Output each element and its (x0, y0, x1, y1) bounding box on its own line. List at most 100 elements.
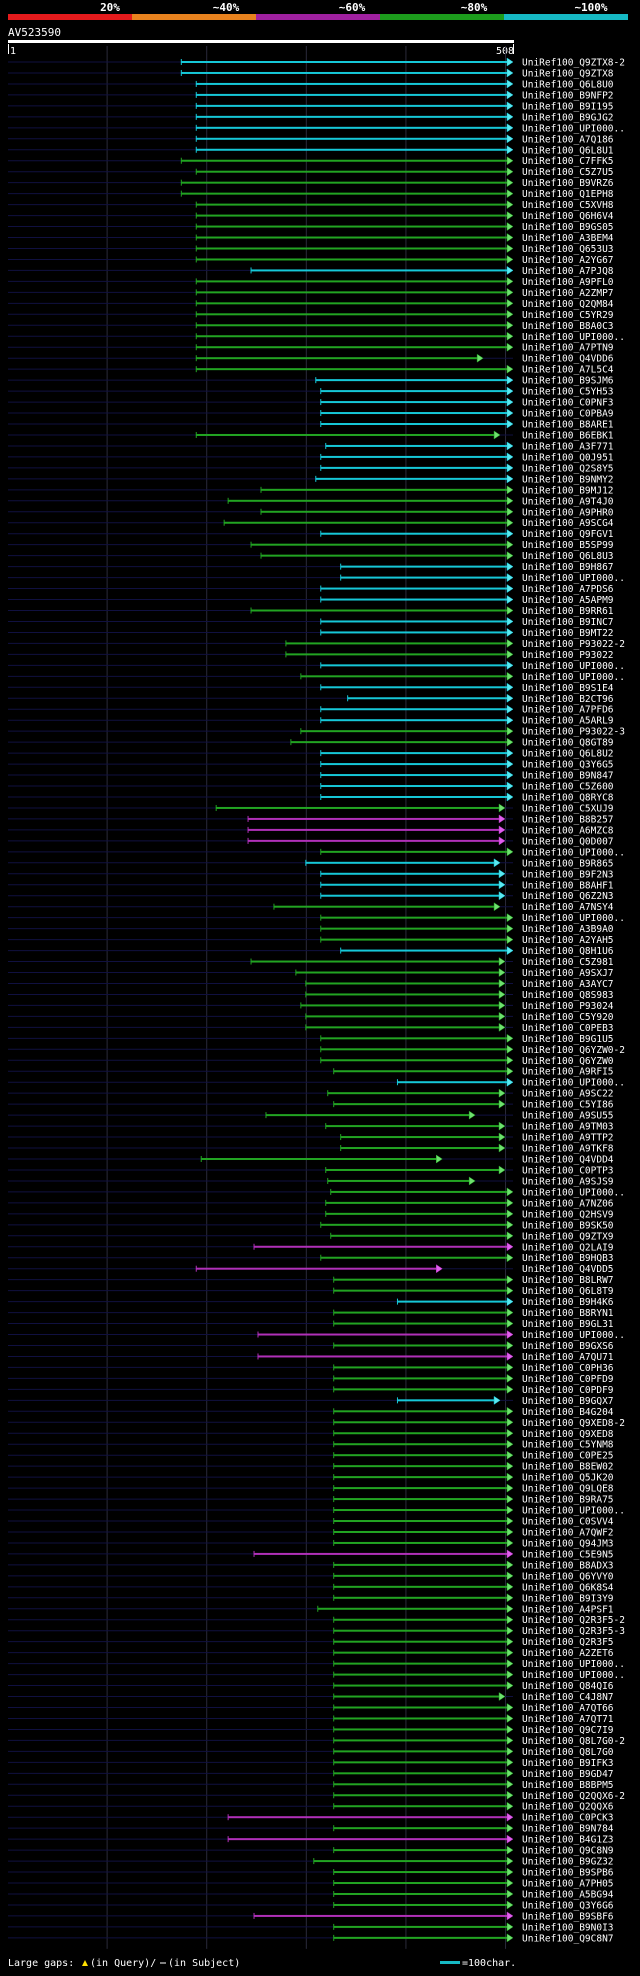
hit-bar[interactable] (325, 1212, 509, 1215)
hit-label[interactable]: UniRef100_Q653U3 (522, 244, 614, 255)
hit-row[interactable]: UniRef100_C0PFD9 (8, 1374, 614, 1385)
hit-row[interactable]: UniRef100_C5Z7U5 (8, 167, 614, 178)
hit-row[interactable]: UniRef100_A7PDS6 (8, 584, 614, 595)
hit-label[interactable]: UniRef100_A9SU55 (522, 1111, 614, 1122)
hit-row[interactable]: UniRef100_A9SC22 (8, 1089, 614, 1100)
hit-bar[interactable] (196, 225, 509, 228)
hit-row[interactable]: UniRef100_B8B257 (8, 814, 614, 825)
hit-row[interactable]: UniRef100_Q3Y6G6 (8, 1900, 614, 1911)
hit-label[interactable]: UniRef100_Q0D007 (522, 836, 614, 847)
hit-bar[interactable] (196, 115, 509, 118)
hit-bar[interactable] (333, 1783, 509, 1786)
hit-row[interactable]: UniRef100_Q6H6V4 (8, 211, 614, 222)
hit-bar[interactable] (300, 675, 509, 678)
hit-row[interactable]: UniRef100_C0PEB3 (8, 1023, 614, 1034)
hit-row[interactable]: UniRef100_A7QU71 (8, 1352, 614, 1363)
hit-bar[interactable] (273, 905, 497, 908)
hit-label[interactable]: UniRef100_A7PJQ8 (522, 266, 614, 277)
hit-bar[interactable] (320, 587, 509, 590)
hit-row[interactable]: UniRef100_B9RA75 (8, 1495, 614, 1506)
hit-bar[interactable] (325, 444, 509, 447)
hit-bar[interactable] (333, 1377, 509, 1380)
hit-label[interactable]: UniRef100_Q8S983 (522, 990, 614, 1001)
hit-bar[interactable] (320, 1037, 509, 1040)
hit-bar[interactable] (317, 1607, 509, 1610)
hit-row[interactable]: UniRef100_B9VRZ6 (8, 178, 614, 189)
hit-bar[interactable] (258, 1355, 509, 1358)
hit-row[interactable]: UniRef100_Q6Z2N3 (8, 891, 614, 902)
hit-bar[interactable] (196, 324, 509, 327)
hit-bar[interactable] (333, 1673, 509, 1676)
hit-bar[interactable] (320, 401, 509, 404)
hit-row[interactable]: UniRef100_Q4VDD5 (8, 1264, 614, 1275)
hit-label[interactable]: UniRef100_B9MJ12 (522, 485, 614, 496)
hit-bar[interactable] (300, 730, 509, 733)
hit-label[interactable]: UniRef100_B8LRW7 (522, 1275, 614, 1286)
hit-row[interactable]: UniRef100_Q9ZTX8 (8, 68, 614, 79)
hit-bar[interactable] (320, 785, 509, 788)
hit-label[interactable]: UniRef100_Q6L8U2 (522, 749, 614, 760)
hit-row[interactable]: UniRef100_B9GS05 (8, 222, 614, 233)
hit-label[interactable]: UniRef100_A3AYC7 (522, 979, 614, 990)
hit-row[interactable]: UniRef100_UPI000.. (8, 847, 625, 858)
hit-label[interactable]: UniRef100_B9HQB3 (522, 1253, 614, 1264)
hit-row[interactable]: UniRef100_B9IFK3 (8, 1758, 614, 1769)
hit-bar[interactable] (333, 1892, 509, 1895)
hit-row[interactable]: UniRef100_UPI000.. (8, 332, 625, 343)
hit-bar[interactable] (333, 1278, 509, 1281)
hit-label[interactable]: UniRef100_C0PDF9 (522, 1385, 614, 1396)
hit-row[interactable]: UniRef100_Q8RYC8 (8, 792, 614, 803)
hit-label[interactable]: UniRef100_Q2R3F5-3 (522, 1626, 625, 1637)
hit-bar[interactable] (196, 214, 509, 217)
hit-bar[interactable] (196, 335, 509, 338)
hit-bar[interactable] (333, 1936, 509, 1939)
hit-bar[interactable] (254, 1552, 509, 1555)
hit-label[interactable]: UniRef100_B9N784 (522, 1824, 614, 1835)
hit-bar[interactable] (320, 620, 509, 623)
hit-label[interactable]: UniRef100_B8B257 (522, 814, 614, 825)
hit-row[interactable]: UniRef100_B9N784 (8, 1824, 614, 1835)
hit-label[interactable]: UniRef100_B5SP99 (522, 540, 614, 551)
hit-row[interactable]: UniRef100_P93022-3 (8, 727, 625, 738)
hit-row[interactable]: UniRef100_A3F771 (8, 441, 614, 452)
hit-label[interactable]: UniRef100_C5YNM8 (522, 1440, 614, 1451)
hit-label[interactable]: UniRef100_A7PDS6 (522, 584, 614, 595)
hit-row[interactable]: UniRef100_A6MZC8 (8, 825, 614, 836)
hit-row[interactable]: UniRef100_B9H4K6 (8, 1297, 614, 1308)
hit-bar[interactable] (315, 379, 509, 382)
hit-label[interactable]: UniRef100_A7NZ06 (522, 1198, 614, 1209)
hit-label[interactable]: UniRef100_C5XVH8 (522, 200, 614, 211)
hit-row[interactable]: UniRef100_Q2QQX6 (8, 1802, 614, 1813)
hit-bar[interactable] (320, 532, 509, 535)
hit-bar[interactable] (248, 828, 502, 831)
hit-label[interactable]: UniRef100_Q6K8S4 (522, 1582, 614, 1593)
hit-bar[interactable] (315, 477, 509, 480)
hit-label[interactable]: UniRef100_Q4VDD4 (522, 1155, 614, 1166)
hit-row[interactable]: UniRef100_Q9XED8 (8, 1429, 614, 1440)
hit-row[interactable]: UniRef100_Q6L8U0 (8, 79, 614, 90)
hit-row[interactable]: UniRef100_A7Q186 (8, 134, 614, 145)
hit-label[interactable]: UniRef100_Q8H1U6 (522, 946, 614, 957)
hit-bar[interactable] (340, 576, 509, 579)
hit-bar[interactable] (333, 1476, 509, 1479)
hit-label[interactable]: UniRef100_A9TKF8 (522, 1144, 614, 1155)
hit-label[interactable]: UniRef100_Q9ZTX9 (522, 1231, 614, 1242)
hit-label[interactable]: UniRef100_B9H867 (522, 562, 614, 573)
hit-label[interactable]: UniRef100_A5ARL9 (522, 716, 614, 727)
hit-label[interactable]: UniRef100_A9TM03 (522, 1122, 614, 1133)
hit-row[interactable]: UniRef100_B9GD47 (8, 1769, 614, 1780)
hit-bar[interactable] (333, 1903, 509, 1906)
hit-label[interactable]: UniRef100_B9MT22 (522, 628, 614, 639)
hit-row[interactable]: UniRef100_A7QT66 (8, 1703, 614, 1714)
hit-label[interactable]: UniRef100_B9SK50 (522, 1220, 614, 1231)
hit-row[interactable]: UniRef100_C0PDF9 (8, 1385, 614, 1396)
hit-bar[interactable] (320, 412, 509, 415)
hit-row[interactable]: UniRef100_A9SJS9 (8, 1176, 614, 1187)
hit-bar[interactable] (320, 938, 509, 941)
hit-label[interactable]: UniRef100_Q9ZTX8-2 (522, 58, 625, 69)
hit-row[interactable]: UniRef100_UPI000.. (8, 661, 625, 672)
hit-label[interactable]: UniRef100_A9PFL0 (522, 277, 614, 288)
hit-row[interactable]: UniRef100_A9TKF8 (8, 1144, 614, 1155)
hit-label[interactable]: UniRef100_Q4VDD5 (522, 1264, 614, 1275)
hit-row[interactable]: UniRef100_Q9C7I9 (8, 1725, 614, 1736)
